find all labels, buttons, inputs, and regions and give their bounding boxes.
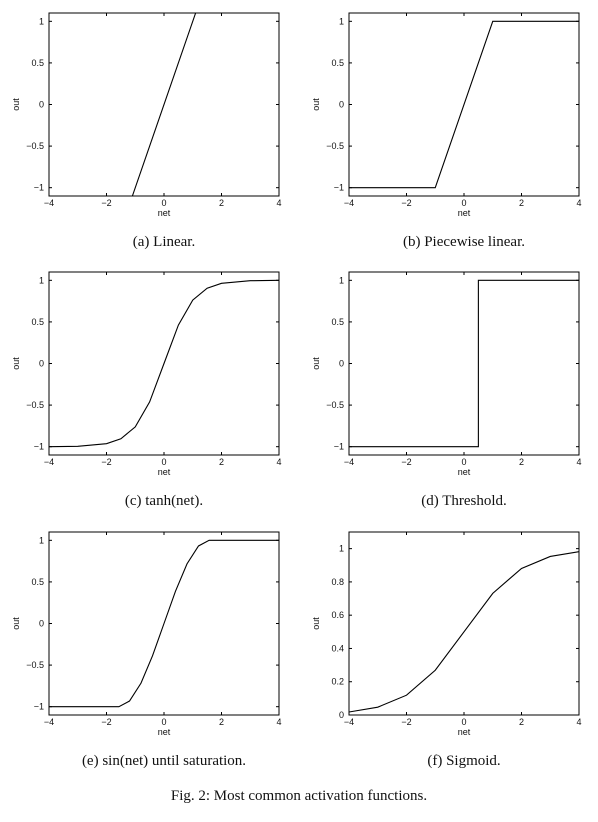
x-tick-label: 4 [576, 717, 581, 727]
x-tick-label: 2 [519, 717, 524, 727]
y-tick-label: 0 [39, 359, 44, 369]
y-tick-label: 0.5 [331, 58, 344, 68]
x-tick-label: −4 [344, 198, 354, 208]
curve-linear [131, 13, 197, 196]
x-tick-label: 4 [576, 198, 581, 208]
curve-tanh [49, 279, 279, 448]
y-tick-label: 0 [339, 359, 344, 369]
y-axis-label: out [11, 617, 21, 630]
x-tick-label: −2 [101, 457, 111, 467]
y-tick-label: 1 [339, 544, 344, 554]
y-tick-label: −0.5 [326, 141, 344, 151]
y-tick-label: −0.5 [26, 400, 44, 410]
subcaption-threshold: (d) Threshold. [421, 493, 507, 509]
subcaption-piecewise-linear: (b) Piecewise linear. [402, 234, 526, 250]
y-tick-label: −1 [34, 702, 44, 712]
y-axis-label: out [11, 98, 21, 111]
x-tick-label: −4 [344, 457, 354, 467]
x-axis-label: net [458, 208, 471, 218]
y-tick-label: 1 [339, 275, 344, 285]
x-tick-label: 4 [276, 198, 281, 208]
x-tick-label: 4 [276, 457, 281, 467]
y-tick-label: 0 [339, 710, 344, 720]
subcaption-sigmoid: (f) Sigmoid. [427, 753, 501, 769]
x-tick-label: 4 [576, 457, 581, 467]
x-tick-label: 2 [219, 457, 224, 467]
curve-sigmoid [349, 551, 579, 713]
x-tick-label: 0 [161, 457, 166, 467]
x-tick-label: −2 [101, 717, 111, 727]
y-axis-label: out [11, 357, 21, 370]
x-axis-label: net [158, 208, 171, 218]
x-axis-label: net [158, 727, 171, 737]
y-tick-label: −0.5 [26, 141, 44, 151]
y-tick-label: 1 [39, 16, 44, 26]
x-axis-label: net [458, 467, 471, 477]
y-tick-label: −0.5 [26, 660, 44, 670]
x-tick-label: 0 [461, 717, 466, 727]
curve-piecewise-linear [349, 20, 579, 189]
x-tick-label: −4 [44, 457, 54, 467]
y-tick-label: 1 [339, 16, 344, 26]
y-tick-label: 0.5 [31, 58, 44, 68]
x-tick-label: 0 [161, 198, 166, 208]
subcaption-sin-saturation: (e) sin(net) until saturation. [81, 753, 247, 769]
x-axis-label: net [158, 467, 171, 477]
y-axis-label: out [311, 617, 321, 630]
x-tick-label: −2 [401, 457, 411, 467]
x-tick-label: 0 [161, 717, 166, 727]
x-tick-label: −4 [44, 717, 54, 727]
y-tick-label: 0.5 [31, 317, 44, 327]
y-tick-label: 0.5 [331, 317, 344, 327]
y-tick-label: 0.8 [331, 577, 344, 587]
x-tick-label: 0 [461, 457, 466, 467]
axes-frame [348, 531, 580, 716]
subcaption-tanh: (c) tanh(net). [124, 493, 204, 509]
y-tick-label: 0 [339, 100, 344, 110]
y-tick-label: 0 [39, 100, 44, 110]
y-tick-label: 0 [39, 619, 44, 629]
figure-caption: Fig. 2: Most common activation functions… [170, 788, 428, 804]
curve-sin-saturation [49, 539, 279, 708]
y-tick-label: 0.2 [331, 677, 344, 687]
x-tick-label: −2 [401, 198, 411, 208]
y-tick-label: −1 [34, 442, 44, 452]
x-tick-label: 0 [461, 198, 466, 208]
x-tick-label: −2 [401, 717, 411, 727]
y-tick-label: −1 [34, 183, 44, 193]
x-tick-label: 4 [276, 717, 281, 727]
x-tick-label: −4 [344, 717, 354, 727]
y-axis-label: out [311, 98, 321, 111]
x-tick-label: 2 [219, 717, 224, 727]
y-axis-label: out [311, 357, 321, 370]
y-tick-label: −0.5 [326, 400, 344, 410]
x-tick-label: 2 [519, 457, 524, 467]
x-tick-label: 2 [219, 198, 224, 208]
x-axis-label: net [458, 727, 471, 737]
y-tick-label: 1 [39, 275, 44, 285]
y-tick-label: 1 [39, 535, 44, 545]
x-tick-label: 2 [519, 198, 524, 208]
x-tick-label: −2 [101, 198, 111, 208]
curve-threshold [349, 279, 579, 448]
y-tick-label: −1 [334, 442, 344, 452]
subcaption-linear: (a) Linear. [132, 234, 196, 250]
y-tick-label: 0.5 [31, 577, 44, 587]
y-tick-label: 0.4 [331, 643, 344, 653]
y-tick-label: 0.6 [331, 610, 344, 620]
x-tick-label: −4 [44, 198, 54, 208]
y-tick-label: −1 [334, 183, 344, 193]
